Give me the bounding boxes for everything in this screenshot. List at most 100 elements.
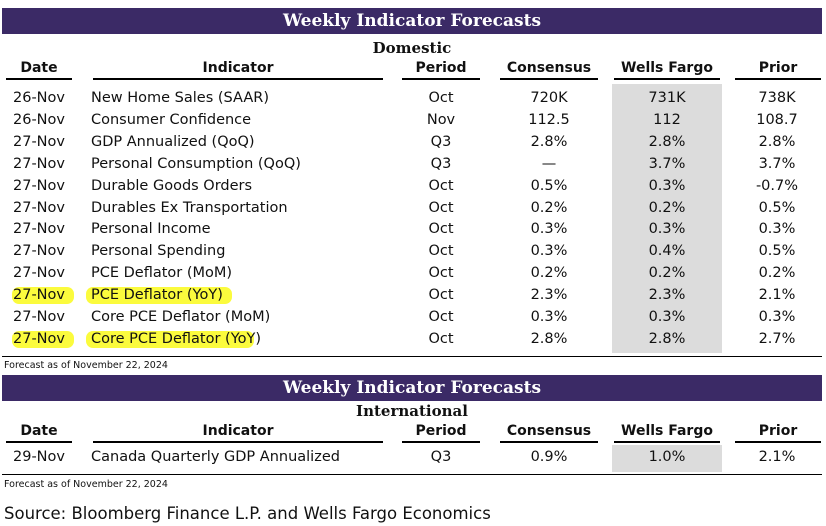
cell-date: 27-Nov bbox=[13, 155, 65, 172]
cell-wells-fargo: 0.2% bbox=[648, 199, 686, 216]
table-row: 27-Nov Durable Goods Orders Oct 0.5% 0.3% -0.… bbox=[0, 175, 826, 197]
cell-indicator: Core PCE Deflator (YoY) bbox=[91, 330, 262, 347]
header-period: Period bbox=[402, 60, 480, 80]
cell-indicator: Core PCE Deflator (MoM) bbox=[91, 309, 271, 325]
highlight-mark-date bbox=[12, 330, 74, 348]
header-consensus: Consensus bbox=[500, 423, 598, 443]
cell-indicator: Personal Consumption (QoQ) bbox=[91, 155, 301, 172]
cell-date: 27-Nov bbox=[13, 309, 65, 325]
cell-period: Nov bbox=[426, 111, 456, 128]
highlight-mark-indicator bbox=[86, 287, 232, 305]
highlight-mark-indicator bbox=[86, 330, 254, 348]
cell-indicator: Durable Goods Orders bbox=[91, 177, 253, 194]
cell-consensus: 720K bbox=[530, 90, 568, 106]
wells-fargo-column-shade bbox=[612, 84, 722, 353]
cell-consensus: 0.3% bbox=[530, 221, 568, 238]
cell-consensus: 2.3% bbox=[530, 287, 568, 304]
cell-consensus: 0.3% bbox=[530, 309, 568, 325]
cell-date: 29-Nov bbox=[13, 449, 65, 465]
table-row: 26-Nov Consumer Confidence Nov 112.5 112 108.… bbox=[0, 109, 826, 131]
cell-prior: 0.3% bbox=[758, 309, 796, 325]
cell-period: Oct bbox=[428, 265, 454, 282]
table-row: 27-Nov Durables Ex Transportation Oct 0.2% 0… bbox=[0, 197, 826, 219]
cell-consensus: 0.2% bbox=[530, 199, 568, 216]
cell-period: Q3 bbox=[430, 155, 452, 172]
table-row: 26-Nov New Home Sales (SAAR) Oct 720K 731K 73… bbox=[0, 87, 826, 109]
cell-consensus: — bbox=[541, 155, 557, 172]
cell-consensus: 2.8% bbox=[530, 330, 568, 347]
cell-date: 26-Nov bbox=[13, 111, 65, 128]
cell-wells-fargo: 2.8% bbox=[648, 330, 686, 347]
cell-period: Q3 bbox=[430, 133, 452, 150]
cell-consensus: 0.9% bbox=[530, 449, 568, 465]
cell-consensus: 0.5% bbox=[530, 177, 568, 194]
cell-period: Oct bbox=[428, 221, 454, 238]
cell-wells-fargo: 0.4% bbox=[648, 243, 686, 260]
cell-prior: 2.1% bbox=[758, 449, 796, 465]
cell-prior: 2.1% bbox=[758, 287, 796, 304]
table-row: 27-Nov PCE Deflator (YoY) Oct 2.3% 2.3% 2.1% bbox=[0, 284, 826, 306]
header-date: Date bbox=[6, 423, 72, 443]
domestic-section-title: Domestic bbox=[372, 39, 452, 57]
cell-prior: 0.5% bbox=[758, 243, 796, 260]
table-row: 27-Nov PCE Deflator (MoM) Oct 0.2% 0.2% 0.2% bbox=[0, 262, 826, 284]
domestic-table-bottom-rule bbox=[2, 356, 822, 357]
cell-wells-fargo: 1.0% bbox=[648, 449, 686, 465]
cell-period: Q3 bbox=[430, 449, 452, 465]
cell-prior: 2.7% bbox=[758, 330, 796, 347]
cell-indicator: PCE Deflator (MoM) bbox=[91, 265, 233, 282]
cell-indicator: GDP Annualized (QoQ) bbox=[91, 133, 255, 150]
table-row: 27-Nov Personal Consumption (QoQ) Q3 — 3.7% 3… bbox=[0, 153, 826, 175]
cell-wells-fargo: 0.2% bbox=[648, 265, 686, 282]
cell-date: 27-Nov bbox=[13, 177, 65, 194]
cell-date: 27-Nov bbox=[13, 287, 65, 304]
header-date: Date bbox=[6, 60, 72, 80]
cell-prior: -0.7% bbox=[755, 177, 799, 194]
header-period: Period bbox=[402, 423, 480, 443]
cell-wells-fargo: 0.3% bbox=[648, 177, 686, 194]
header-prior: Prior bbox=[735, 423, 821, 443]
cell-indicator: Personal Income bbox=[91, 221, 211, 238]
cell-wells-fargo: 2.8% bbox=[648, 133, 686, 150]
cell-date: 27-Nov bbox=[13, 243, 65, 260]
cell-period: Oct bbox=[428, 243, 454, 260]
cell-prior: 0.3% bbox=[758, 221, 796, 238]
cell-date: 26-Nov bbox=[13, 90, 65, 106]
cell-date: 27-Nov bbox=[13, 199, 65, 216]
international-section-title: International bbox=[356, 402, 468, 420]
cell-prior: 738K bbox=[758, 90, 796, 106]
wells-fargo-column-shade bbox=[612, 445, 722, 472]
cell-prior: 3.7% bbox=[758, 155, 796, 172]
cell-prior: 108.7 bbox=[756, 111, 798, 128]
cell-prior: 0.5% bbox=[758, 199, 796, 216]
cell-wells-fargo: 3.7% bbox=[648, 155, 686, 172]
cell-consensus: 0.3% bbox=[530, 243, 568, 260]
domestic-banner: Weekly Indicator Forecasts bbox=[2, 8, 822, 34]
table-row: 27-Nov GDP Annualized (QoQ) Q3 2.8% 2.8% 2.8% bbox=[0, 131, 826, 153]
international-table-bottom-rule bbox=[2, 474, 822, 475]
cell-wells-fargo: 2.3% bbox=[648, 287, 686, 304]
source-note: Source: Bloomberg Finance L.P. and Wells… bbox=[4, 504, 491, 523]
header-prior: Prior bbox=[735, 60, 821, 80]
international-banner: Weekly Indicator Forecasts bbox=[2, 375, 822, 401]
cell-period: Oct bbox=[428, 199, 454, 216]
cell-period: Oct bbox=[428, 287, 454, 304]
cell-consensus: 0.2% bbox=[530, 265, 568, 282]
header-wells-fargo: Wells Fargo bbox=[614, 60, 720, 80]
table-row: 27-Nov Core PCE Deflator (MoM) Oct 0.3% 0.3%… bbox=[0, 306, 826, 328]
cell-date: 27-Nov bbox=[13, 221, 65, 238]
header-wells-fargo: Wells Fargo bbox=[614, 423, 720, 443]
cell-indicator: Durables Ex Transportation bbox=[91, 199, 288, 216]
table-row: 27-Nov Personal Income Oct 0.3% 0.3% 0.3% bbox=[0, 218, 826, 240]
cell-wells-fargo: 112 bbox=[653, 111, 681, 128]
cell-period: Oct bbox=[428, 330, 454, 347]
cell-indicator: New Home Sales (SAAR) bbox=[91, 90, 269, 106]
cell-indicator: PCE Deflator (YoY) bbox=[91, 287, 223, 304]
international-forecast-note: Forecast as of November 22, 2024 bbox=[4, 479, 168, 490]
cell-date: 27-Nov bbox=[13, 133, 65, 150]
cell-wells-fargo: 0.3% bbox=[648, 309, 686, 325]
cell-indicator: Personal Spending bbox=[91, 243, 226, 260]
header-indicator: Indicator bbox=[93, 60, 383, 80]
cell-indicator: Consumer Confidence bbox=[91, 111, 252, 128]
cell-period: Oct bbox=[428, 177, 454, 194]
